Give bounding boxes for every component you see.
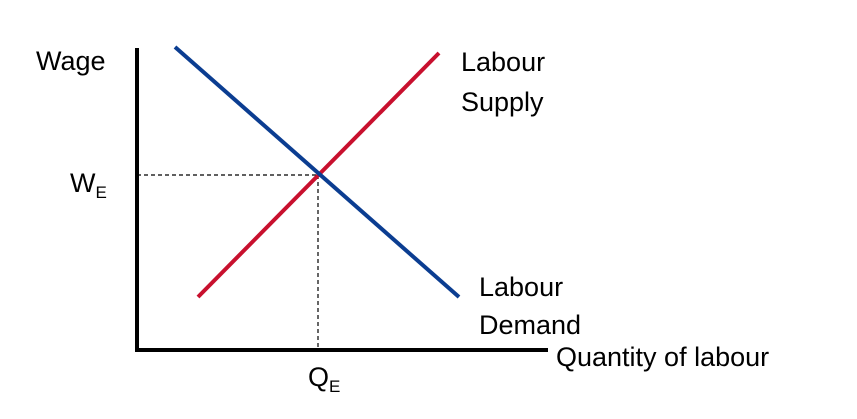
y-axis-label: Wage (36, 46, 106, 76)
x-axis-label: Quantity of labour (556, 342, 769, 372)
labour-supply-label-line-2: Supply (461, 87, 544, 117)
labour-demand-label-line-2: Demand (479, 310, 581, 340)
quantity-equilibrium-label: QE (308, 362, 340, 396)
labour-demand-label-line-1: Labour (479, 272, 563, 302)
labour-supply-label-line-1: Labour (461, 47, 545, 77)
wage-equilibrium-label: WE (70, 168, 107, 202)
labour-demand-line (173, 45, 461, 299)
